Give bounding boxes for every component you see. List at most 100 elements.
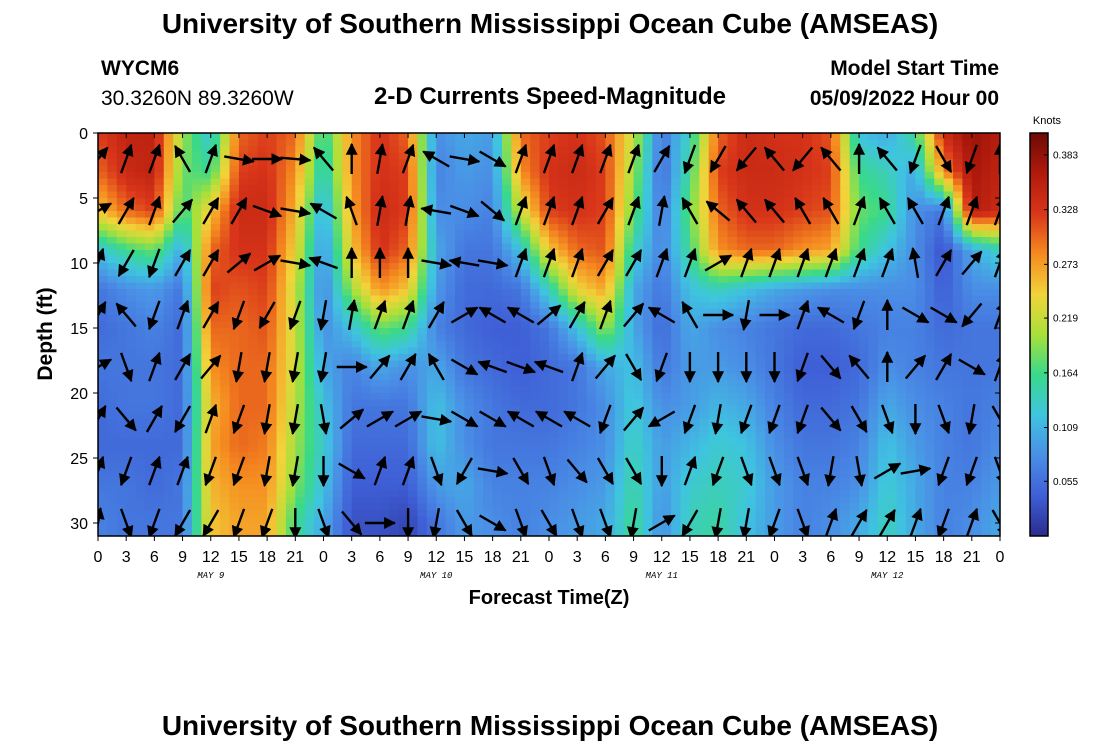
heatmap-cell (624, 295, 635, 303)
heatmap-cell (840, 152, 851, 160)
heatmap-cell (332, 412, 343, 420)
heatmap-cell (220, 276, 231, 284)
heatmap-cell (173, 308, 184, 316)
heatmap-cell (220, 516, 231, 524)
heatmap-cell (201, 347, 212, 355)
heatmap-cell (530, 315, 541, 323)
heatmap-cell (689, 172, 700, 180)
heatmap-cell (191, 399, 202, 407)
heatmap-cell (793, 263, 804, 271)
heatmap-cell (445, 230, 456, 238)
heatmap-cell (520, 321, 531, 329)
heatmap-cell (624, 178, 635, 186)
heatmap-cell (342, 412, 353, 420)
heatmap-cell (699, 152, 710, 160)
heatmap-cell (483, 503, 494, 511)
heatmap-cell (455, 451, 466, 459)
heatmap-cell (624, 484, 635, 492)
heatmap-cell (746, 198, 757, 206)
heatmap-cell (830, 276, 841, 284)
heatmap-cell (821, 224, 832, 232)
heatmap-cell (821, 393, 832, 401)
heatmap-cell (502, 380, 513, 388)
heatmap-cell (830, 230, 841, 238)
heatmap-cell (398, 484, 409, 492)
heatmap-cell (652, 133, 663, 141)
heatmap-cell (201, 133, 212, 141)
heatmap-cell (567, 380, 578, 388)
heatmap-cell (379, 484, 390, 492)
heatmap-cell (511, 263, 522, 271)
heatmap-cell (107, 217, 118, 225)
heatmap-cell (398, 347, 409, 355)
heatmap-cell (144, 276, 155, 284)
heatmap-cell (708, 510, 719, 518)
heatmap-cell (595, 477, 606, 485)
heatmap-cell (699, 321, 710, 329)
heatmap-cell (642, 328, 653, 336)
heatmap-cell (774, 224, 785, 232)
heatmap-cell (220, 419, 231, 427)
heatmap-cell (652, 380, 663, 388)
heatmap-cell (426, 393, 437, 401)
heatmap-cell (699, 386, 710, 394)
heatmap-cell (689, 191, 700, 199)
heatmap-cell (727, 191, 738, 199)
heatmap-cell (135, 152, 146, 160)
heatmap-cell (746, 139, 757, 147)
heatmap-cell (267, 133, 278, 141)
heatmap-cell (793, 289, 804, 297)
heatmap-cell (417, 360, 428, 368)
heatmap-cell (455, 341, 466, 349)
heatmap-cell (135, 198, 146, 206)
heatmap-cell (126, 172, 137, 180)
heatmap-cell (502, 393, 513, 401)
heatmap-cell (577, 386, 588, 394)
heatmap-cell (567, 211, 578, 219)
heatmap-cell (304, 497, 315, 505)
heatmap-cell (840, 477, 851, 485)
heatmap-cell (408, 159, 419, 167)
heatmap-cell (332, 399, 343, 407)
heatmap-cell (267, 295, 278, 303)
heatmap-cell (718, 419, 729, 427)
heatmap-cell (361, 380, 372, 388)
heatmap-cell (502, 178, 513, 186)
heatmap-cell (304, 191, 315, 199)
heatmap-cell (671, 432, 682, 440)
heatmap-cell (727, 341, 738, 349)
heatmap-cell (135, 529, 146, 536)
heatmap-cell (642, 354, 653, 362)
heatmap-cell (605, 367, 616, 375)
heatmap-cell (718, 406, 729, 414)
heatmap-cell (154, 490, 165, 498)
heatmap-cell (220, 146, 231, 154)
heatmap-cell (755, 178, 766, 186)
heatmap-cell (783, 256, 794, 264)
heatmap-cell (342, 191, 353, 199)
heatmap-cell (229, 237, 240, 245)
heatmap-cell (314, 386, 325, 394)
heatmap-cell (708, 302, 719, 310)
heatmap-cell (314, 217, 325, 225)
heatmap-cell (558, 373, 569, 381)
heatmap-cell (361, 523, 372, 531)
heatmap-cell (671, 471, 682, 479)
heatmap-cell (276, 399, 287, 407)
heatmap-cell (520, 373, 531, 381)
heatmap-cell (746, 328, 757, 336)
heatmap-cell (549, 510, 559, 518)
heatmap-cell (436, 380, 447, 388)
heatmap-cell (135, 497, 146, 505)
heatmap-cell (624, 380, 635, 388)
heatmap-cell (840, 172, 851, 180)
heatmap-cell (765, 412, 776, 420)
heatmap-cell (342, 224, 353, 232)
heatmap-cell (840, 510, 851, 518)
heatmap-cell (502, 360, 513, 368)
heatmap-cell (765, 386, 776, 394)
heatmap-cell (614, 386, 625, 394)
heatmap-cell (135, 399, 146, 407)
heatmap-cell (774, 263, 785, 271)
heatmap-cell (549, 386, 559, 394)
